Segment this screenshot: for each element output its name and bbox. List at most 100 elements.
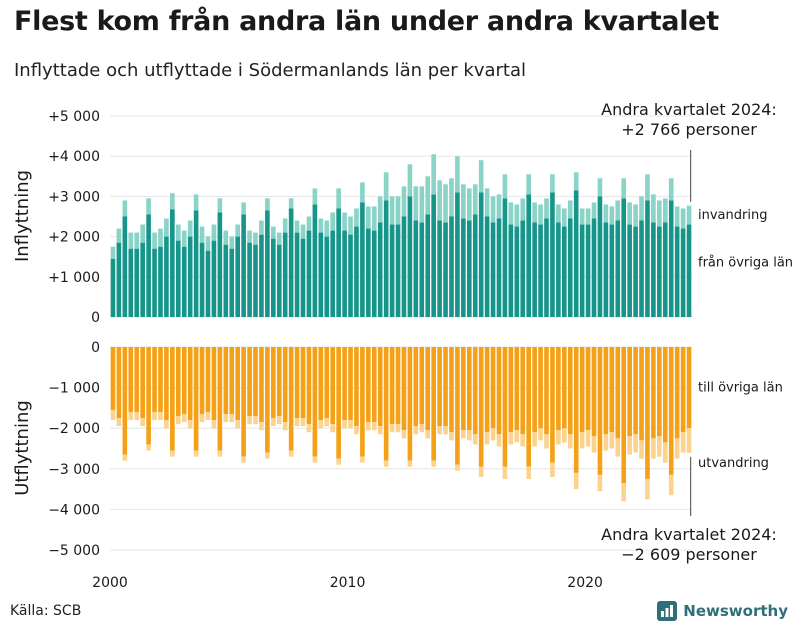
bar-från-övriga-län: [312, 204, 318, 317]
bar-från-övriga-län: [122, 216, 128, 317]
bar-utvandring: [282, 422, 288, 431]
bar-utvandring: [175, 416, 181, 425]
annotation-text: Andra kvartalet 2024:: [601, 525, 777, 544]
bar-från-övriga-län: [472, 214, 478, 317]
bar-utvandring: [164, 420, 169, 429]
bar-invandring: [306, 216, 312, 231]
annotation-text: +2 766 personer: [621, 120, 757, 139]
bar-till-övriga-län: [342, 347, 347, 421]
bar-utvandring: [484, 432, 490, 445]
bar-utvandring: [146, 444, 151, 451]
bar-från-övriga-län: [401, 216, 407, 317]
bar-invandring: [294, 220, 300, 233]
bar-invandring: [657, 200, 662, 227]
bar-utvandring: [627, 436, 632, 455]
bar-till-övriga-län: [425, 347, 431, 431]
bar-till-övriga-län: [371, 347, 377, 423]
bar-invandring: [425, 176, 431, 215]
bar-från-övriga-län: [199, 242, 205, 317]
bar-utvandring: [407, 460, 413, 467]
bar-till-övriga-län: [389, 347, 395, 425]
bar-från-övriga-län: [247, 242, 252, 317]
bar-invandring: [223, 230, 229, 245]
bar-från-övriga-län: [181, 246, 187, 317]
bar-till-övriga-län: [627, 347, 632, 437]
bar-från-övriga-län: [288, 208, 294, 317]
bar-till-övriga-län: [573, 347, 579, 473]
bar-invandring: [431, 154, 436, 195]
bar-utvandring: [300, 418, 306, 427]
bar-till-övriga-län: [633, 347, 638, 435]
bar-invandring: [336, 188, 341, 209]
bar-invandring: [662, 198, 668, 223]
bar-till-övriga-län: [550, 347, 555, 463]
bar-utvandring: [526, 466, 531, 479]
x-tick-label: 2000: [92, 575, 128, 591]
bar-utvandring: [211, 420, 217, 429]
bar-till-övriga-län: [478, 347, 484, 467]
bar-från-övriga-län: [556, 222, 561, 317]
bar-till-övriga-län: [484, 347, 490, 433]
bar-invandring: [205, 236, 211, 251]
source-note: Källa: SCB: [10, 603, 82, 619]
bar-till-övriga-län: [152, 347, 157, 412]
bar-från-övriga-län: [110, 258, 116, 317]
bar-till-övriga-län: [520, 347, 526, 435]
bar-invandring: [360, 182, 365, 203]
bar-invandring: [466, 188, 472, 221]
bar-från-övriga-län: [395, 224, 401, 317]
bar-invandring: [639, 196, 644, 221]
bar-utvandring: [354, 426, 359, 435]
bar-invandring: [680, 208, 686, 229]
bar-från-övriga-län: [128, 248, 134, 317]
bar-till-övriga-län: [431, 347, 436, 461]
bar-invandring: [235, 224, 240, 237]
annotation-text: Andra kvartalet 2024:: [601, 100, 777, 119]
bar-till-övriga-län: [223, 347, 229, 414]
bar-invandring: [645, 174, 650, 201]
bar-från-övriga-län: [318, 232, 324, 317]
bar-invandring: [538, 204, 543, 225]
bar-utvandring: [229, 413, 235, 423]
bars: [110, 154, 692, 502]
bar-utvandring: [633, 434, 638, 453]
bar-invandring: [146, 198, 151, 215]
bar-från-övriga-län: [235, 236, 240, 317]
bar-från-övriga-län: [627, 224, 632, 317]
bar-invandring: [366, 206, 371, 229]
bar-till-övriga-län: [662, 347, 668, 443]
bar-utvandring: [443, 426, 448, 435]
bar-till-övriga-län: [603, 347, 609, 435]
bar-till-övriga-län: [674, 347, 680, 439]
bar-invandring: [134, 232, 140, 249]
bar-från-övriga-län: [496, 218, 502, 317]
bar-från-övriga-län: [170, 209, 175, 317]
bar-utvandring: [419, 424, 425, 433]
series-label: från övriga län: [698, 256, 793, 271]
bar-utvandring: [639, 440, 644, 459]
bar-utvandring: [591, 436, 597, 453]
bar-invandring: [199, 226, 205, 243]
bar-från-övriga-län: [348, 234, 353, 317]
bar-utvandring: [621, 483, 627, 502]
bar-till-övriga-län: [514, 347, 520, 431]
bar-från-övriga-län: [366, 228, 371, 317]
bar-till-övriga-län: [217, 347, 223, 451]
bar-utvandring: [265, 452, 270, 459]
y-tick-label: 0: [91, 310, 100, 326]
bar-till-övriga-län: [395, 347, 401, 425]
bar-utvandring: [288, 450, 294, 457]
bar-från-övriga-län: [674, 226, 680, 317]
bar-till-övriga-län: [668, 347, 674, 475]
bar-utvandring: [651, 438, 656, 459]
bar-från-övriga-län: [193, 210, 199, 317]
bar-invandring: [330, 212, 336, 231]
bar-invandring: [686, 205, 692, 225]
bar-till-övriga-län: [318, 347, 324, 421]
y-axis-title: Utflyttning: [12, 400, 33, 496]
bar-invandring: [651, 194, 656, 223]
bar-invandring: [449, 178, 454, 217]
bar-från-övriga-län: [639, 220, 644, 317]
bar-från-övriga-län: [259, 234, 264, 317]
bar-från-övriga-län: [211, 240, 217, 317]
